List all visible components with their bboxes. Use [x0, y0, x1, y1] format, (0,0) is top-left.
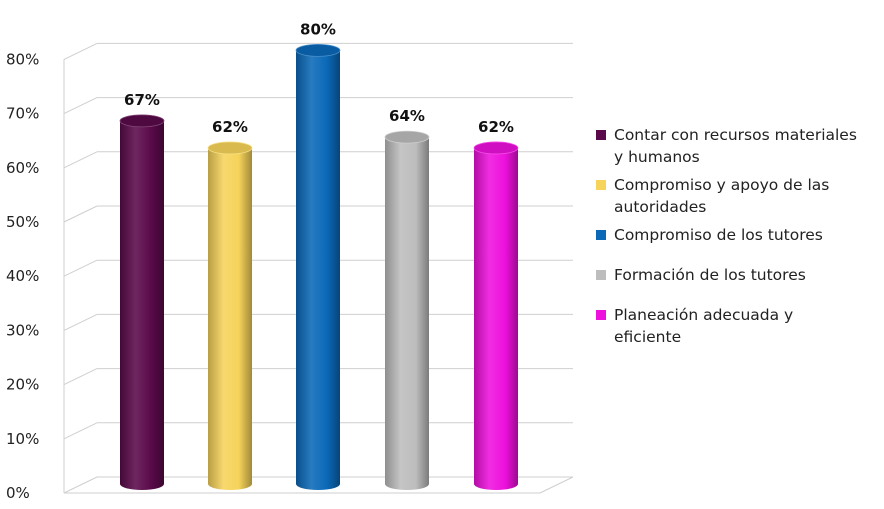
- bar-top: [384, 130, 430, 144]
- y-tick-label: 20%: [6, 376, 39, 394]
- grid-depth-line: [63, 422, 98, 440]
- legend-swatch: [596, 230, 606, 240]
- y-axis: 0% 10% 20% 30% 40% 50% 60% 70% 80%: [6, 50, 39, 502]
- legend-label: Compromiso y apoyo de las autoridades: [614, 174, 829, 218]
- legend: Contar con recursos materiales y humanos C…: [596, 124, 881, 348]
- legend-label: Planeación adecuada y eficiente: [614, 304, 793, 348]
- legend-label-line: y humanos: [614, 148, 700, 166]
- legend-label-line: Compromiso de los tutores: [614, 226, 823, 244]
- grid-depth-line: [63, 313, 98, 331]
- legend-label-line: Formación de los tutores: [614, 266, 806, 284]
- data-label: 62%: [478, 118, 514, 136]
- legend-label-line: eficiente: [614, 328, 682, 346]
- legend-item: Contar con recursos materiales y humanos: [596, 124, 881, 168]
- bar-top: [473, 141, 519, 155]
- legend-item: Compromiso y apoyo de las autoridades: [596, 174, 881, 218]
- grid-depth-line: [63, 97, 98, 115]
- y-tick-label: 30%: [6, 321, 39, 339]
- y-tick-label: 0%: [6, 484, 30, 502]
- bars: [119, 44, 519, 491]
- floor-right-edge: [539, 476, 574, 494]
- y-tick-label: 50%: [6, 213, 39, 231]
- y-tick-label: 60%: [6, 159, 39, 177]
- bar-body: [208, 147, 252, 490]
- data-labels: 67% 62% 80% 64% 62%: [124, 20, 514, 136]
- legend-item: Compromiso de los tutores: [596, 224, 881, 246]
- legend-label: Formación de los tutores: [614, 264, 806, 286]
- legend-label-line: Planeación adecuada y: [614, 306, 794, 324]
- grid-depth-line: [63, 259, 98, 277]
- data-label: 67%: [124, 91, 160, 109]
- bar-body: [474, 147, 518, 490]
- legend-label-line: Contar con recursos materiales: [614, 126, 857, 144]
- grid-depth-line: [63, 205, 98, 223]
- data-label: 80%: [300, 20, 336, 38]
- legend-label-line: Compromiso y apoyo de las: [614, 176, 830, 194]
- grid-depth-line: [63, 151, 98, 169]
- legend-label: Contar con recursos materiales y humanos: [614, 124, 857, 168]
- legend-label-line: autoridades: [614, 198, 707, 216]
- bar: [119, 114, 165, 491]
- data-label: 62%: [212, 118, 248, 136]
- bar-top: [119, 114, 165, 128]
- y-tick-label: 80%: [6, 50, 39, 68]
- bar-body: [296, 50, 340, 491]
- y-tick-label: 10%: [6, 430, 39, 448]
- legend-item: Formación de los tutores: [596, 264, 881, 286]
- grid-depth-line: [63, 42, 98, 60]
- bar: [473, 141, 519, 490]
- bar-body: [385, 137, 429, 490]
- data-label: 64%: [389, 107, 425, 125]
- bar: [207, 141, 253, 490]
- legend-label: Compromiso de los tutores: [614, 224, 823, 246]
- legend-swatch: [596, 310, 606, 320]
- y-tick-label: 40%: [6, 267, 39, 285]
- bar-top: [207, 141, 253, 155]
- bar: [295, 44, 341, 491]
- bar-body: [120, 120, 164, 491]
- legend-item: Planeación adecuada y eficiente: [596, 304, 881, 348]
- legend-swatch: [596, 270, 606, 280]
- y-tick-label: 70%: [6, 105, 39, 123]
- legend-swatch: [596, 180, 606, 190]
- legend-swatch: [596, 130, 606, 140]
- grid-depth-line: [63, 476, 98, 494]
- grid-depth-line: [63, 368, 98, 386]
- bar: [384, 130, 430, 490]
- bar-top: [295, 44, 341, 57]
